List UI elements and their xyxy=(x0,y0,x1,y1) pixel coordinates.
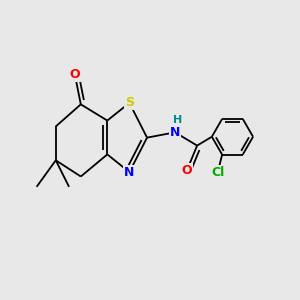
Text: N: N xyxy=(170,126,180,139)
Text: S: S xyxy=(125,96,134,110)
Text: H: H xyxy=(173,115,183,125)
Text: O: O xyxy=(182,164,192,177)
Text: O: O xyxy=(70,68,80,81)
Text: Cl: Cl xyxy=(211,166,224,179)
Text: N: N xyxy=(124,166,135,178)
